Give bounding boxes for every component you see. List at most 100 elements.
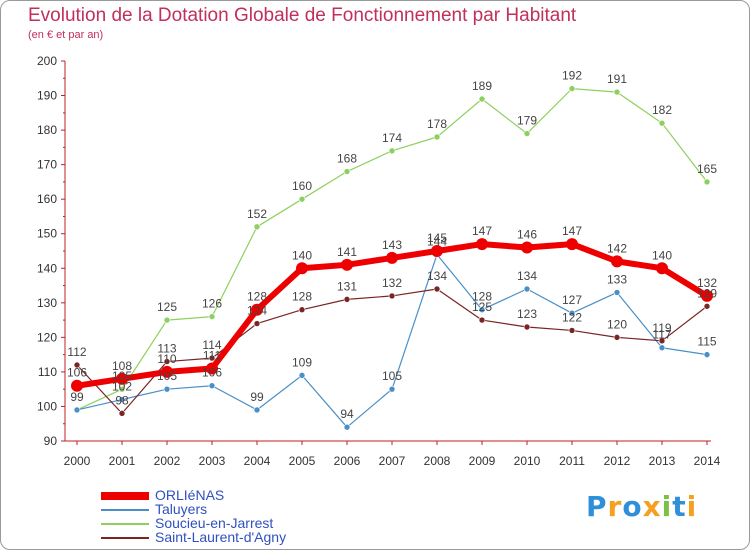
data-label: 108 <box>112 359 132 373</box>
logo-letter: x <box>642 490 662 523</box>
data-point <box>478 306 486 314</box>
data-point <box>568 309 576 317</box>
data-label: 119 <box>652 321 671 335</box>
data-label: 178 <box>427 117 447 131</box>
logo-letter: r <box>607 490 623 523</box>
legend-swatch <box>101 492 149 500</box>
legend-swatch <box>101 509 149 511</box>
y-tick-label: 140 <box>37 261 57 275</box>
data-label: 115 <box>697 335 716 349</box>
data-point <box>523 285 531 293</box>
data-point <box>478 95 486 103</box>
y-tick-label: 200 <box>37 54 57 68</box>
data-point <box>476 238 488 251</box>
data-label: 128 <box>247 290 267 304</box>
data-point <box>163 316 171 324</box>
y-tick-label: 180 <box>37 123 57 137</box>
data-point <box>161 365 173 378</box>
data-point <box>73 406 81 414</box>
data-label: 111 <box>203 348 222 362</box>
data-point <box>253 223 261 231</box>
data-label: 192 <box>562 69 582 83</box>
y-tick-label: 130 <box>37 296 57 310</box>
x-tick-label: 2004 <box>244 454 271 468</box>
data-point <box>388 292 396 300</box>
data-point <box>523 323 531 331</box>
data-label: 125 <box>472 300 492 314</box>
y-tick-label: 160 <box>37 192 57 206</box>
data-label: 106 <box>67 366 87 380</box>
data-label: 114 <box>202 338 221 352</box>
data-point <box>568 327 576 334</box>
data-label: 128 <box>472 290 492 304</box>
chart-title: Evolution de la Dotation Globale de Fonc… <box>28 5 577 26</box>
data-label: 147 <box>562 224 582 238</box>
x-tick-label: 2003 <box>199 454 226 468</box>
data-point <box>703 302 711 310</box>
legend-item: Saint-Laurent-d'Agny <box>101 529 361 545</box>
y-tick-label: 90 <box>44 434 58 448</box>
data-label: 165 <box>697 162 717 176</box>
legend-item: ORLIéNAS <box>101 487 361 503</box>
chart-subtitle: (en € et par an) <box>28 29 104 41</box>
data-label: 105 <box>157 369 177 383</box>
data-point <box>343 296 351 303</box>
data-point <box>658 344 666 352</box>
data-label: 105 <box>112 369 132 383</box>
data-label: 145 <box>427 231 447 245</box>
data-point <box>118 410 126 417</box>
data-label: 131 <box>337 279 357 293</box>
logo-letter: t <box>672 490 687 523</box>
y-tick-label: 190 <box>37 89 57 103</box>
data-label: 127 <box>562 293 582 307</box>
data-point <box>296 262 308 275</box>
x-tick-label: 2005 <box>289 454 316 468</box>
data-point <box>118 385 126 393</box>
data-label: 113 <box>157 342 176 356</box>
data-label: 126 <box>202 297 222 311</box>
data-label: 142 <box>607 241 627 255</box>
data-label: 179 <box>517 114 537 128</box>
legend-label: Saint-Laurent-d'Agny <box>155 529 287 545</box>
x-tick-label: 2010 <box>514 454 541 468</box>
data-label: 109 <box>292 355 312 369</box>
data-point <box>523 130 531 137</box>
legend-swatch <box>101 523 149 525</box>
legend-label: Taluyers <box>155 501 208 517</box>
data-point <box>658 119 666 127</box>
data-point <box>431 245 443 257</box>
y-tick-label: 170 <box>37 158 57 172</box>
logo-letter: i <box>661 490 673 523</box>
y-tick-label: 120 <box>37 330 57 344</box>
x-tick-label: 2000 <box>64 454 91 468</box>
x-tick-label: 2012 <box>604 454 631 468</box>
legend-label: Soucieu-en-Jarrest <box>155 515 274 531</box>
legend-swatch <box>101 537 149 539</box>
data-point <box>703 178 711 186</box>
data-label: 129 <box>697 286 717 300</box>
data-label: 117 <box>652 328 671 342</box>
data-point <box>298 306 306 314</box>
data-point <box>341 258 353 271</box>
data-point <box>433 133 441 141</box>
data-label: 98 <box>115 393 129 407</box>
data-label: 182 <box>652 103 672 117</box>
data-label: 143 <box>382 238 402 252</box>
data-point <box>433 285 441 293</box>
data-label: 140 <box>292 248 312 262</box>
data-point <box>343 423 351 431</box>
data-label: 120 <box>607 317 627 331</box>
legend-label: ORLIéNAS <box>155 487 225 503</box>
data-point <box>208 313 216 320</box>
data-point <box>253 320 261 327</box>
data-point <box>521 241 533 254</box>
data-point <box>298 195 306 203</box>
data-label: 146 <box>517 228 537 242</box>
data-label: 134 <box>427 269 447 283</box>
data-point <box>701 289 713 302</box>
proxiti-logo: Proxiti <box>586 490 697 523</box>
data-point <box>566 238 578 251</box>
data-point <box>613 88 621 96</box>
data-point <box>163 358 171 365</box>
